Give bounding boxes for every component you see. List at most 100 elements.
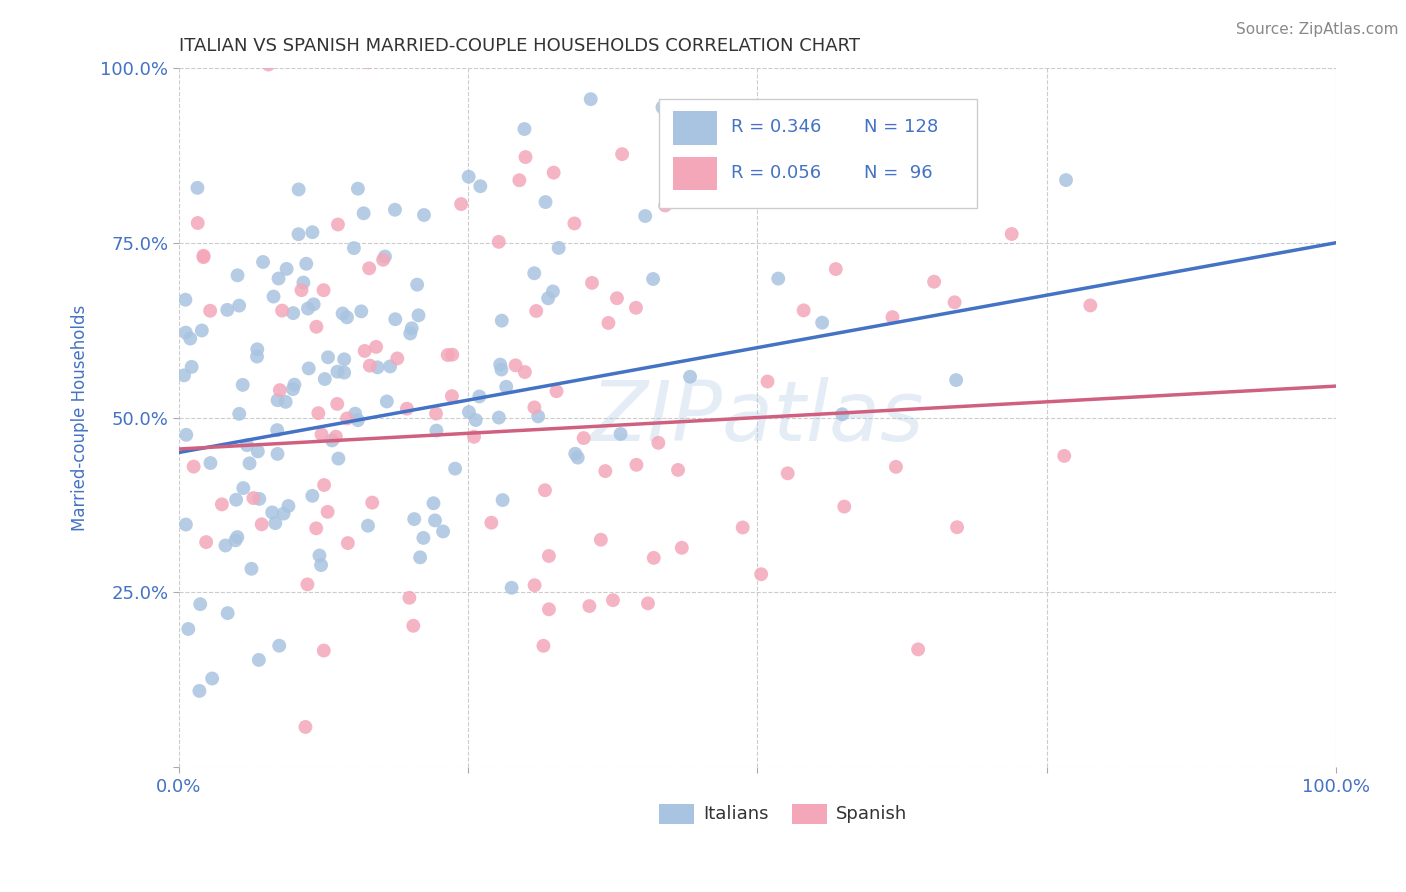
Point bbox=[488, 235, 510, 249]
Point bbox=[200, 456, 222, 470]
Point bbox=[232, 481, 254, 495]
Point bbox=[305, 521, 328, 535]
Point bbox=[307, 406, 329, 420]
Point bbox=[201, 672, 224, 686]
Point bbox=[450, 197, 472, 211]
Point bbox=[581, 276, 603, 290]
Point bbox=[399, 326, 422, 341]
Point bbox=[328, 451, 350, 466]
Point bbox=[250, 517, 273, 532]
Point bbox=[543, 166, 565, 180]
Point bbox=[634, 209, 657, 223]
Point bbox=[374, 250, 396, 264]
Point bbox=[359, 359, 381, 373]
Point bbox=[531, 639, 554, 653]
Point bbox=[224, 533, 246, 548]
Point bbox=[387, 351, 409, 366]
Point bbox=[371, 252, 394, 267]
Point bbox=[292, 276, 315, 290]
Point bbox=[651, 100, 673, 114]
Point bbox=[325, 430, 347, 444]
Point bbox=[501, 581, 523, 595]
Point bbox=[598, 316, 620, 330]
Point bbox=[347, 413, 370, 427]
Point bbox=[578, 599, 600, 613]
Point bbox=[240, 562, 263, 576]
Point bbox=[188, 597, 211, 611]
Text: R = 0.056: R = 0.056 bbox=[731, 164, 821, 182]
Point bbox=[444, 461, 467, 475]
Point bbox=[824, 262, 846, 277]
Point bbox=[508, 173, 530, 187]
FancyBboxPatch shape bbox=[673, 112, 717, 145]
Point bbox=[336, 411, 359, 425]
Point bbox=[470, 179, 492, 194]
Point bbox=[186, 181, 208, 195]
Point bbox=[756, 375, 779, 389]
Point bbox=[527, 409, 550, 424]
Point bbox=[326, 365, 349, 379]
Point bbox=[425, 424, 447, 438]
Point bbox=[524, 304, 547, 318]
Point bbox=[425, 407, 447, 421]
Point bbox=[595, 464, 617, 478]
Point bbox=[287, 227, 309, 242]
Point bbox=[297, 577, 319, 591]
Point bbox=[217, 302, 239, 317]
Text: Source: ZipAtlas.com: Source: ZipAtlas.com bbox=[1236, 22, 1399, 37]
Point bbox=[384, 312, 406, 326]
Point bbox=[287, 182, 309, 196]
Point bbox=[749, 567, 772, 582]
FancyBboxPatch shape bbox=[792, 804, 827, 824]
Point bbox=[943, 295, 966, 310]
Point bbox=[343, 241, 366, 255]
Point bbox=[228, 407, 250, 421]
Point bbox=[515, 150, 537, 164]
Point bbox=[247, 491, 270, 506]
Point bbox=[404, 512, 426, 526]
Point bbox=[305, 319, 328, 334]
Point bbox=[643, 550, 665, 565]
Point bbox=[602, 593, 624, 607]
Point bbox=[637, 596, 659, 610]
Point bbox=[174, 517, 197, 532]
Point bbox=[489, 358, 512, 372]
Point bbox=[479, 516, 502, 530]
Point bbox=[523, 401, 546, 415]
Point bbox=[359, 261, 381, 276]
Point bbox=[654, 198, 676, 212]
Point bbox=[378, 359, 401, 374]
Point bbox=[422, 496, 444, 510]
Point bbox=[907, 642, 929, 657]
FancyBboxPatch shape bbox=[659, 99, 977, 208]
Point bbox=[441, 348, 464, 362]
Point bbox=[659, 165, 682, 179]
Point bbox=[193, 250, 215, 264]
Point bbox=[295, 257, 318, 271]
Point bbox=[353, 343, 375, 358]
Point bbox=[832, 500, 855, 514]
Point bbox=[457, 169, 479, 184]
Point bbox=[395, 401, 418, 416]
Point bbox=[357, 518, 380, 533]
Point bbox=[468, 389, 491, 403]
Point bbox=[246, 350, 269, 364]
Point bbox=[302, 297, 325, 311]
Point bbox=[560, 0, 582, 3]
Point bbox=[236, 438, 259, 452]
Point bbox=[308, 549, 330, 563]
Point bbox=[436, 348, 458, 362]
Point bbox=[333, 366, 356, 380]
Point bbox=[564, 216, 586, 230]
Point bbox=[564, 447, 586, 461]
Text: R = 0.346: R = 0.346 bbox=[731, 119, 821, 136]
Point bbox=[505, 359, 527, 373]
Point bbox=[537, 602, 560, 616]
Point bbox=[643, 272, 665, 286]
Point bbox=[675, 134, 697, 148]
Point bbox=[366, 360, 388, 375]
Point bbox=[464, 413, 486, 427]
Point bbox=[412, 531, 434, 545]
Point bbox=[945, 373, 967, 387]
Point bbox=[336, 310, 359, 325]
